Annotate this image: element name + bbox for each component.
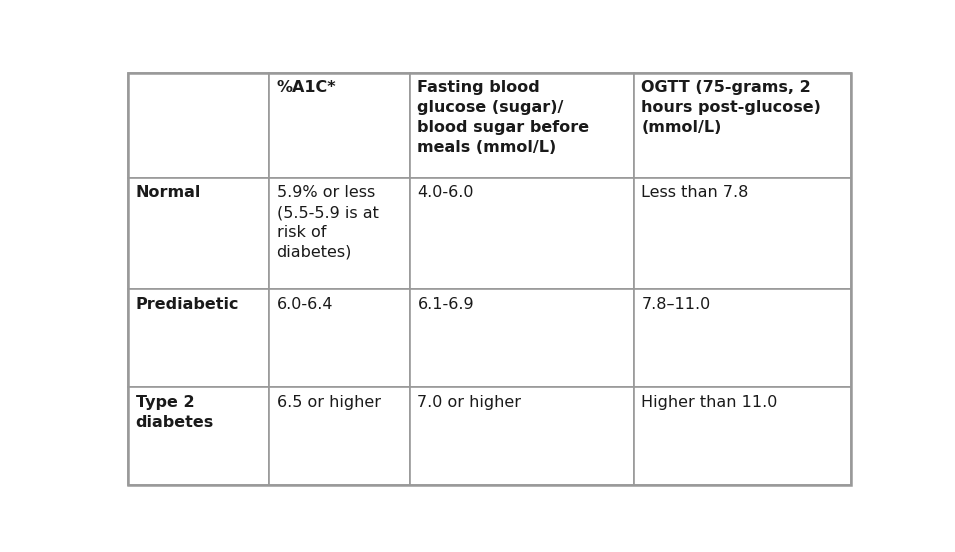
Bar bbox=[269, 73, 410, 178]
Text: Less than 7.8: Less than 7.8 bbox=[642, 185, 749, 200]
Bar bbox=[634, 387, 851, 485]
Bar bbox=[634, 178, 851, 289]
Text: 7.0 or higher: 7.0 or higher bbox=[417, 395, 521, 410]
Bar bbox=[269, 289, 410, 387]
Text: %A1C*: %A1C* bbox=[277, 80, 336, 95]
Bar bbox=[269, 387, 410, 485]
Bar bbox=[634, 73, 851, 178]
Text: Type 2
diabetes: Type 2 diabetes bbox=[136, 395, 214, 429]
Bar bbox=[269, 178, 410, 289]
Text: Normal: Normal bbox=[136, 185, 202, 200]
Text: 6.5 or higher: 6.5 or higher bbox=[277, 395, 380, 410]
Text: 4.0-6.0: 4.0-6.0 bbox=[417, 185, 474, 200]
Bar bbox=[410, 289, 634, 387]
Bar bbox=[410, 73, 634, 178]
Bar bbox=[128, 289, 269, 387]
Text: 5.9% or less
(5.5-5.9 is at
risk of
diabetes): 5.9% or less (5.5-5.9 is at risk of diab… bbox=[277, 185, 378, 260]
Text: Prediabetic: Prediabetic bbox=[136, 297, 239, 312]
Bar bbox=[410, 178, 634, 289]
Bar bbox=[128, 73, 269, 178]
Bar bbox=[128, 178, 269, 289]
Bar bbox=[128, 387, 269, 485]
Text: Fasting blood
glucose (sugar)/
blood sugar before
meals (mmol/L): Fasting blood glucose (sugar)/ blood sug… bbox=[417, 80, 589, 155]
Text: 7.8–11.0: 7.8–11.0 bbox=[642, 297, 711, 312]
Bar bbox=[634, 289, 851, 387]
Text: 6.1-6.9: 6.1-6.9 bbox=[417, 297, 474, 312]
Bar bbox=[410, 387, 634, 485]
Text: 6.0-6.4: 6.0-6.4 bbox=[277, 297, 333, 312]
Text: Higher than 11.0: Higher than 11.0 bbox=[642, 395, 777, 410]
Text: OGTT (75-grams, 2
hours post-glucose)
(mmol/L): OGTT (75-grams, 2 hours post-glucose) (m… bbox=[642, 80, 821, 135]
